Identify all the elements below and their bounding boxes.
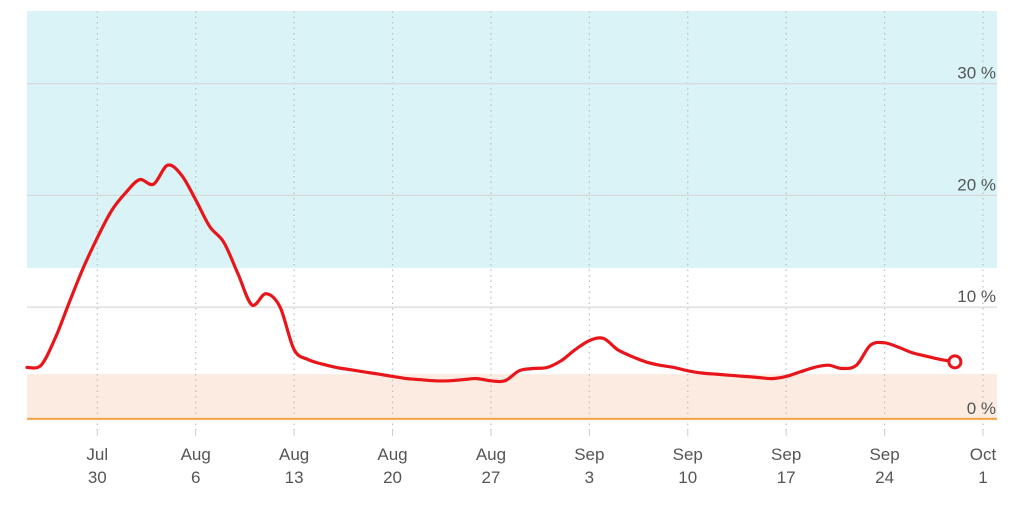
series-end-marker-0 [947, 354, 963, 370]
series-line-0 [25, 163, 957, 384]
x-tick-label-day-4: 27 [481, 468, 500, 487]
y-tick-label-2: 20 % [957, 175, 996, 194]
y-tick-label-1: 10 % [957, 287, 996, 306]
plot-band-1 [27, 374, 997, 419]
x-tick-label-day-9: 1 [978, 468, 987, 487]
x-tick-label-month-4: Aug [476, 445, 506, 464]
x-tick-label-day-8: 24 [875, 468, 894, 487]
y-axis-labels: 0 % 10 % 20 % 30 % [957, 64, 996, 418]
x-tick-label-month-2: Aug [279, 445, 309, 464]
horizontal-grid [27, 82, 997, 308]
vertical-grid [96, 11, 984, 430]
series-group [25, 163, 963, 384]
x-tick-label-month-7: Sep [771, 445, 801, 464]
x-tick-label-day-7: 17 [777, 468, 796, 487]
x-tick-label-month-0: Jul [86, 445, 108, 464]
x-tick-label-month-6: Sep [673, 445, 703, 464]
x-tick-label-day-5: 3 [585, 468, 594, 487]
x-tick-label-day-3: 20 [383, 468, 402, 487]
y-tick-label-0: 0 % [967, 399, 996, 418]
plot-band-0 [27, 11, 997, 268]
x-tick-label-day-2: 13 [285, 468, 304, 487]
x-tick-label-month-3: Aug [377, 445, 407, 464]
x-tick-label-day-6: 10 [678, 468, 697, 487]
x-tick-label-month-1: Aug [181, 445, 211, 464]
x-tick-label-month-9: Oct [970, 445, 997, 464]
y-tick-label-3: 30 % [957, 64, 996, 83]
x-axis-labels: Jul 30 Aug 6 Aug 13 Aug 20 Aug 27 Sep 3 Sep 10 Sep 17 Se… [86, 430, 996, 487]
x-tick-label-month-8: Sep [869, 445, 899, 464]
plot-bands [27, 11, 997, 419]
x-tick-label-day-1: 6 [191, 468, 200, 487]
x-tick-label-month-5: Sep [574, 445, 604, 464]
x-tick-label-day-0: 30 [88, 468, 107, 487]
